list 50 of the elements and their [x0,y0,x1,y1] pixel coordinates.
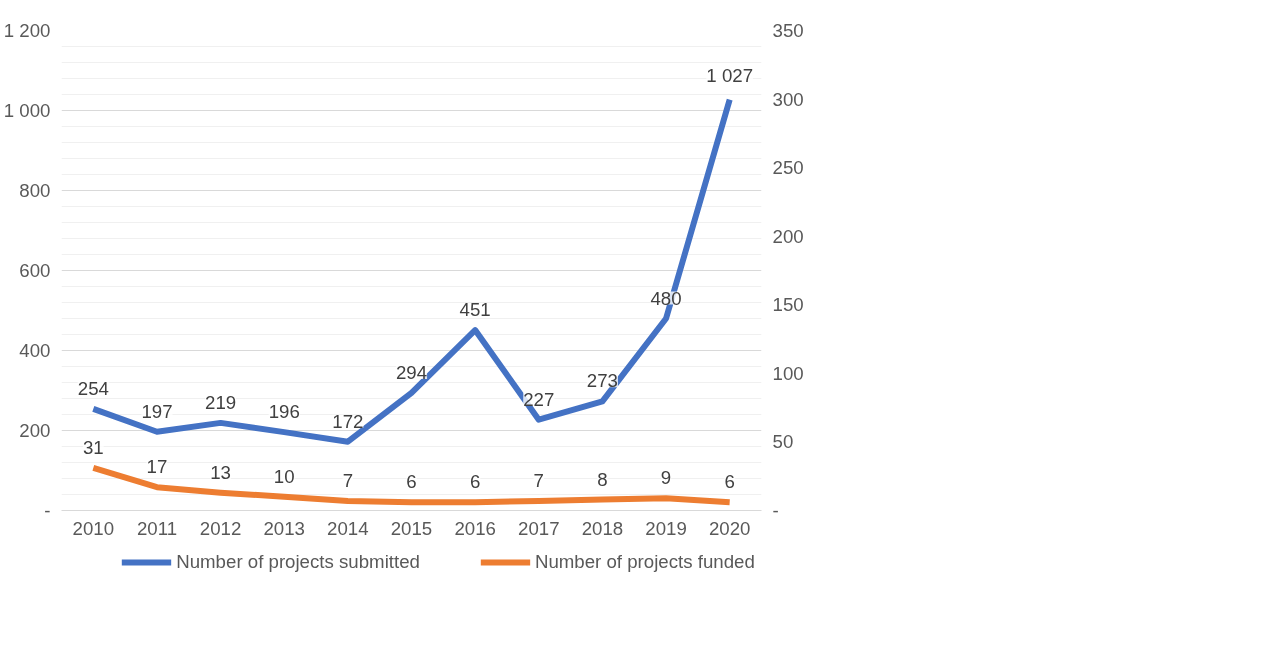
legend-label: Number of projects submitted [176,551,420,573]
data-label: 197 [141,400,173,422]
data-label: 451 [459,299,491,321]
data-label: 7 [342,469,354,491]
x-tick-label: 2016 [454,517,496,539]
data-label: 254 [77,377,109,399]
y-tick-label: 800 [19,180,51,201]
y2-tick-label: 100 [772,362,804,384]
data-label: 480 [650,287,682,309]
y-tick-label: 400 [19,340,51,361]
data-label: 227 [523,388,555,410]
data-label: 17 [146,456,168,478]
data-label: 219 [205,391,237,413]
data-label: 6 [469,471,481,493]
x-tick-label: 2020 [708,517,751,539]
x-tick-label: 2013 [263,517,305,539]
data-label: 13 [210,461,231,483]
x-tick-label: 2010 [72,517,115,539]
data-label: 9 [660,467,672,489]
y2-tick-label: 300 [772,88,804,110]
x-tick-label: 2015 [390,517,433,539]
y-tick-label: 200 [19,420,51,441]
y-tick-label: - [44,500,51,521]
y2-tick-label: 350 [772,20,804,41]
data-label: 294 [395,361,428,383]
y2-tick-label: 200 [772,225,804,247]
y2-tick-label: 50 [772,431,794,453]
data-label: 273 [586,370,618,392]
x-tick-label: 2014 [327,517,369,539]
x-tick-label: 2012 [199,517,242,539]
y-tick-label: 1 200 [3,20,51,41]
x-tick-label: 2019 [645,517,687,539]
data-label: 6 [724,471,735,493]
data-label: 172 [332,410,364,432]
legend-label: Number of projects funded [534,551,755,573]
x-tick-label: 2017 [518,517,560,539]
data-label: 1 027 [706,64,754,86]
data-label: 10 [273,465,295,487]
y2-tick-label: - [772,500,779,521]
x-tick-label: 2011 [136,517,178,539]
data-label: 8 [597,468,608,490]
data-label: 6 [406,471,417,493]
data-label: 196 [268,401,300,423]
y2-tick-label: 150 [772,294,804,316]
data-label: 31 [82,436,104,458]
y2-tick-label: 250 [772,157,804,179]
x-tick-label: 2018 [581,517,624,539]
y-tick-label: 1 000 [3,100,51,121]
data-label: 7 [533,469,544,491]
y-tick-label: 600 [19,260,51,281]
